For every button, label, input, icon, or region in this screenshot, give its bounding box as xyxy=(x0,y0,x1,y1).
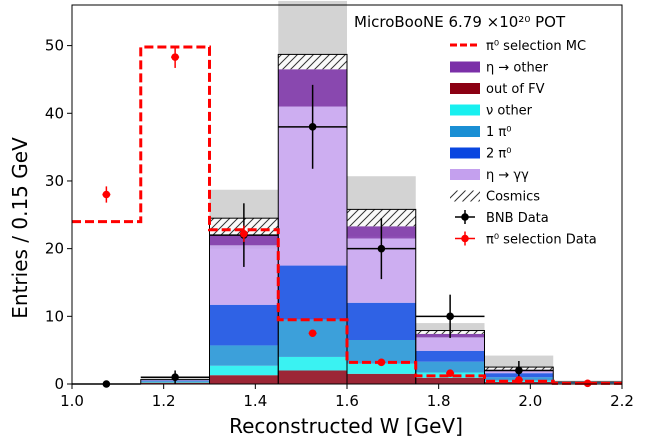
y-tick-label: 10 xyxy=(45,307,64,325)
stack-bar xyxy=(415,337,485,351)
legend-swatch xyxy=(450,147,480,159)
legend-label: η → other xyxy=(486,61,549,76)
stack-bar xyxy=(415,377,485,384)
legend-label: Cosmics xyxy=(486,190,540,205)
legend-swatch xyxy=(450,126,480,137)
pi0-selection-data-point xyxy=(446,369,454,377)
plot-area xyxy=(72,0,623,388)
y-tick-label: 20 xyxy=(45,240,64,258)
pi0-selection-data-point xyxy=(240,229,248,238)
legend-marker xyxy=(461,234,469,243)
stack-bar xyxy=(278,370,347,384)
x-tick-label: 1.6 xyxy=(335,392,359,410)
pi0-selection-data-point xyxy=(583,379,592,388)
legend-label: BNB Data xyxy=(486,211,549,226)
x-tick-label: 2.2 xyxy=(610,392,634,410)
axes: 1.0 1.2 1.4 1.6 1.8 2.0 2.2 0 10 20 30 40 50 xyxy=(45,4,634,410)
y-tick-label: 30 xyxy=(45,172,64,190)
stack-bar xyxy=(347,340,416,364)
legend-label: out of FV xyxy=(486,82,545,97)
x-tick-label: 1.0 xyxy=(60,392,84,410)
stack-bar xyxy=(278,319,347,357)
bnb-data-point xyxy=(171,373,179,382)
chart-title: MicroBooNE 6.79 ×10²⁰ POT xyxy=(354,13,566,31)
stack-bar xyxy=(278,265,347,320)
cosmics-hatch xyxy=(347,209,416,227)
legend-swatch xyxy=(450,169,480,180)
bnb-data-point xyxy=(515,366,523,375)
stack-bar xyxy=(347,302,416,341)
x-axis-label: Reconstructed W [GeV] xyxy=(229,414,463,438)
cosmics-hatch xyxy=(278,54,347,70)
stack-bar xyxy=(209,304,279,346)
bnb-data-point xyxy=(446,312,454,321)
x-tick-label: 1.2 xyxy=(152,392,176,410)
legend-swatch xyxy=(450,61,480,73)
stack-bar xyxy=(278,356,347,371)
legend-marker xyxy=(461,213,469,221)
y-tick-label: 50 xyxy=(45,37,64,55)
x-tick-label: 1.4 xyxy=(243,392,267,410)
legend-label: η → γγ xyxy=(486,168,529,183)
stack-bar xyxy=(415,361,485,373)
stack-bar xyxy=(347,363,416,374)
stack-bar xyxy=(209,345,279,366)
bnb-data-point xyxy=(377,244,386,253)
pi0-selection-data-point xyxy=(308,329,317,338)
legend-swatch xyxy=(450,104,480,116)
stack-bar xyxy=(415,350,485,362)
legend-label: π⁰ selection Data xyxy=(486,233,597,248)
y-axis-label: Entries / 0.15 GeV xyxy=(8,137,32,319)
legend-swatch xyxy=(450,83,480,94)
pi0-selection-data-point xyxy=(515,376,523,384)
x-tick-label: 1.8 xyxy=(427,392,451,410)
stack-bar xyxy=(347,373,416,384)
y-tick-label: 0 xyxy=(54,375,64,393)
legend-swatch-hatch xyxy=(450,190,480,202)
legend-label: ν other xyxy=(486,104,533,119)
pi0-selection-data-point xyxy=(171,53,179,61)
legend-label: 2 π⁰ xyxy=(486,147,511,162)
stack-bar xyxy=(209,365,279,376)
legend: π⁰ selection MC η → other out of FV ν other… xyxy=(450,39,597,248)
bnb-data-point xyxy=(308,123,317,131)
legend-label: 1 π⁰ xyxy=(486,125,511,140)
legend-label: π⁰ selection MC xyxy=(486,39,586,54)
pi0-selection-data-point xyxy=(102,190,111,199)
y-tick-label: 40 xyxy=(45,104,64,122)
x-tick-label: 2.0 xyxy=(518,392,542,410)
pi0-selection-data-point xyxy=(377,358,386,367)
stack-bar xyxy=(209,375,279,384)
